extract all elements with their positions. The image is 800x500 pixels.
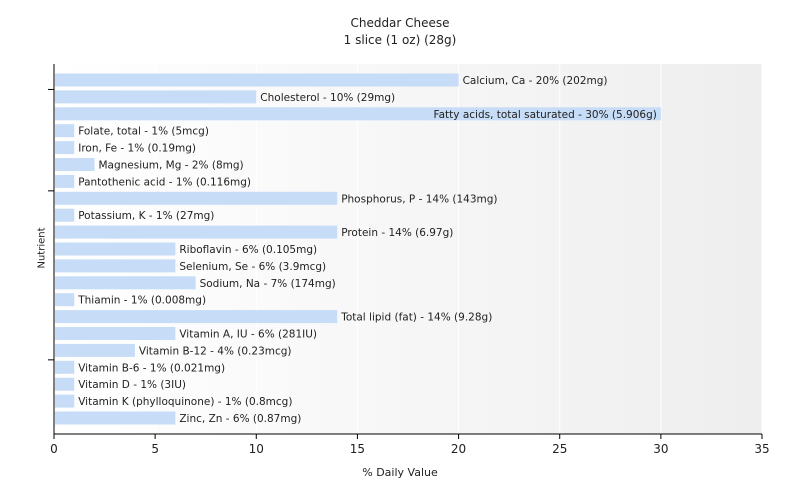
x-tick-label: 30 [653, 442, 668, 456]
bar-label: Selenium, Se - 6% (3.9mcg) [179, 261, 326, 273]
bar [55, 242, 176, 256]
bar-label: Sodium, Na - 7% (174mg) [200, 278, 336, 290]
bar-label: Pantothenic acid - 1% (0.116mg) [78, 176, 251, 188]
bar [55, 191, 338, 205]
bar-label: Calcium, Ca - 20% (202mg) [463, 75, 608, 87]
x-tick-label: 25 [552, 442, 567, 456]
bar-label: Vitamin B-12 - 4% (0.23mcg) [139, 345, 292, 357]
bar [55, 343, 135, 357]
y-axis-label: Nutrient [36, 227, 48, 269]
bar [55, 377, 75, 391]
x-tick-label: 20 [451, 442, 466, 456]
bar-label: Vitamin K (phylloquinone) - 1% (0.8mcg) [78, 396, 292, 408]
bar [55, 360, 75, 374]
bar [55, 310, 338, 324]
bar-label: Total lipid (fat) - 14% (9.28g) [340, 312, 492, 324]
chart-subtitle: 1 slice (1 oz) (28g) [343, 33, 457, 47]
bar-label: Iron, Fe - 1% (0.19mg) [78, 143, 196, 155]
bar-label: Vitamin B-6 - 1% (0.021mg) [78, 362, 225, 374]
x-tick-label: 10 [249, 442, 264, 456]
bar [55, 158, 95, 171]
chart-title: Cheddar Cheese [350, 16, 450, 30]
bar-label: Vitamin D - 1% (3IU) [78, 379, 186, 391]
bar [55, 394, 75, 408]
bar [55, 124, 75, 138]
bar-label: Cholesterol - 10% (29mg) [260, 92, 395, 104]
bar-label: Fatty acids, total saturated - 30% (5.90… [434, 109, 657, 121]
bar [55, 73, 459, 87]
bar-label: Zinc, Zn - 6% (0.87mg) [179, 413, 301, 425]
bar [55, 208, 75, 222]
bar [55, 259, 176, 273]
bar-label: Vitamin A, IU - 6% (281IU) [179, 329, 317, 341]
bar-label: Phosphorus, P - 14% (143mg) [341, 193, 497, 205]
bar [55, 327, 176, 340]
x-tick-label: 5 [151, 442, 159, 456]
bar [55, 293, 75, 307]
bar [55, 276, 196, 290]
bar [55, 107, 661, 121]
bar [55, 174, 75, 188]
x-tick-label: 35 [754, 442, 769, 456]
bar-label: Thiamin - 1% (0.008mg) [77, 295, 206, 307]
bar-label: Potassium, K - 1% (27mg) [78, 210, 214, 222]
bar-label: Magnesium, Mg - 2% (8mg) [98, 160, 243, 172]
bar [55, 141, 75, 155]
bar [55, 225, 338, 239]
bar [55, 411, 176, 425]
x-tick-label: 0 [50, 442, 58, 456]
bar-label: Riboflavin - 6% (0.105mg) [179, 244, 317, 256]
bar-label: Folate, total - 1% (5mcg) [78, 126, 209, 138]
bar-label: Protein - 14% (6.97g) [341, 227, 453, 239]
bar [55, 90, 257, 104]
x-axis-label: % Daily Value [362, 466, 438, 479]
x-tick-label: 15 [350, 442, 365, 456]
